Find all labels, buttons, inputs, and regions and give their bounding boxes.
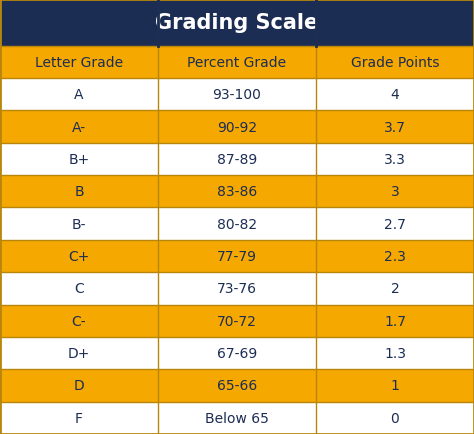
Bar bbox=[158, 240, 316, 273]
Text: A: A bbox=[74, 88, 84, 102]
Bar bbox=[0, 0, 474, 46]
Text: 1.7: 1.7 bbox=[384, 314, 406, 328]
Text: B-: B- bbox=[72, 217, 86, 231]
Text: 2.3: 2.3 bbox=[384, 250, 406, 263]
Text: 67-69: 67-69 bbox=[217, 346, 257, 360]
Bar bbox=[316, 273, 474, 305]
Text: C-: C- bbox=[72, 314, 86, 328]
Bar bbox=[0, 402, 158, 434]
Bar bbox=[0, 79, 158, 111]
Text: A-: A- bbox=[72, 120, 86, 134]
Bar bbox=[316, 240, 474, 273]
Bar bbox=[0, 176, 158, 208]
Text: B+: B+ bbox=[68, 152, 90, 167]
Text: 1.3: 1.3 bbox=[384, 346, 406, 360]
Text: C+: C+ bbox=[68, 250, 90, 263]
Text: 90-92: 90-92 bbox=[217, 120, 257, 134]
Text: 65-66: 65-66 bbox=[217, 378, 257, 392]
Bar bbox=[158, 79, 316, 111]
Bar bbox=[158, 176, 316, 208]
Bar bbox=[316, 111, 474, 143]
Text: D+: D+ bbox=[68, 346, 90, 360]
Bar bbox=[316, 79, 474, 111]
Bar bbox=[316, 46, 474, 79]
Bar bbox=[316, 143, 474, 176]
Text: B: B bbox=[74, 185, 84, 199]
Text: 80-82: 80-82 bbox=[217, 217, 257, 231]
Bar bbox=[0, 305, 158, 337]
Text: F: F bbox=[75, 411, 83, 425]
Bar bbox=[158, 369, 316, 402]
Bar bbox=[0, 143, 158, 176]
Bar bbox=[158, 273, 316, 305]
Bar bbox=[0, 369, 158, 402]
Text: Percent Grade: Percent Grade bbox=[187, 56, 287, 69]
Bar bbox=[158, 111, 316, 143]
Text: Grading Scale: Grading Scale bbox=[155, 13, 319, 33]
Text: Grade Points: Grade Points bbox=[351, 56, 439, 69]
Bar bbox=[158, 402, 316, 434]
Text: D: D bbox=[73, 378, 84, 392]
Text: 3.7: 3.7 bbox=[384, 120, 406, 134]
Bar bbox=[0, 111, 158, 143]
Text: 2.7: 2.7 bbox=[384, 217, 406, 231]
Text: 70-72: 70-72 bbox=[217, 314, 257, 328]
Bar bbox=[0, 46, 158, 79]
Bar bbox=[158, 143, 316, 176]
Text: 2: 2 bbox=[391, 282, 400, 296]
Bar bbox=[316, 208, 474, 240]
Text: C: C bbox=[74, 282, 84, 296]
Bar bbox=[0, 273, 158, 305]
Text: 3.3: 3.3 bbox=[384, 152, 406, 167]
Text: 77-79: 77-79 bbox=[217, 250, 257, 263]
Bar bbox=[316, 402, 474, 434]
Text: 93-100: 93-100 bbox=[212, 88, 262, 102]
Text: Below 65: Below 65 bbox=[205, 411, 269, 425]
Bar bbox=[158, 337, 316, 369]
Bar bbox=[0, 337, 158, 369]
Bar bbox=[158, 208, 316, 240]
Bar bbox=[316, 337, 474, 369]
Text: 3: 3 bbox=[391, 185, 400, 199]
Text: Letter Grade: Letter Grade bbox=[35, 56, 123, 69]
Text: 83-86: 83-86 bbox=[217, 185, 257, 199]
Bar bbox=[0, 208, 158, 240]
Bar bbox=[0, 240, 158, 273]
Bar bbox=[316, 305, 474, 337]
Bar bbox=[316, 369, 474, 402]
Text: 87-89: 87-89 bbox=[217, 152, 257, 167]
Text: 0: 0 bbox=[391, 411, 400, 425]
Text: 4: 4 bbox=[391, 88, 400, 102]
Text: 1: 1 bbox=[391, 378, 400, 392]
Bar bbox=[158, 46, 316, 79]
Bar bbox=[316, 176, 474, 208]
Bar bbox=[158, 305, 316, 337]
Text: 73-76: 73-76 bbox=[217, 282, 257, 296]
